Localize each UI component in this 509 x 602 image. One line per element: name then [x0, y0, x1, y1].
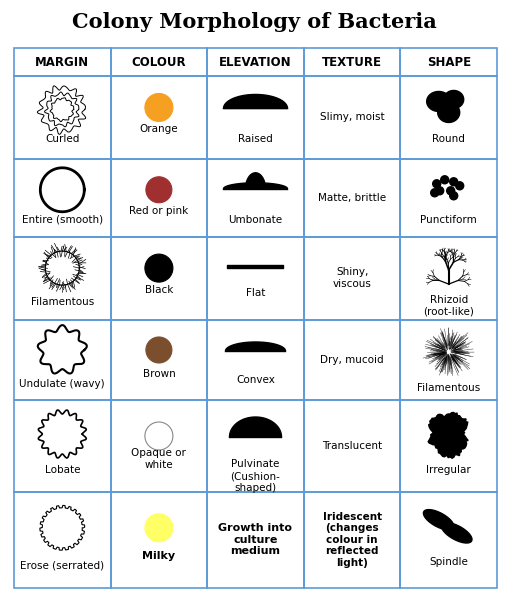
Bar — [110, 48, 207, 76]
Bar — [14, 76, 110, 159]
Circle shape — [441, 176, 449, 184]
Text: Matte, brittle: Matte, brittle — [318, 193, 386, 203]
Text: Raised: Raised — [238, 134, 273, 144]
Bar — [401, 320, 497, 400]
Polygon shape — [225, 342, 286, 351]
Text: COLOUR: COLOUR — [132, 55, 186, 69]
Text: Pulvinate
(Cushion-
shaped): Pulvinate (Cushion- shaped) — [231, 459, 280, 492]
Bar — [14, 48, 110, 76]
Text: Spindle: Spindle — [429, 557, 468, 567]
Text: Erose (serrated): Erose (serrated) — [20, 561, 104, 571]
Text: Iridescent
(changes
colour in
reflected
light): Iridescent (changes colour in reflected … — [323, 512, 382, 568]
Bar — [110, 400, 207, 492]
Bar — [110, 159, 207, 237]
Text: Flat: Flat — [246, 288, 265, 298]
Text: SHAPE: SHAPE — [427, 55, 471, 69]
Text: Dry, mucoid: Dry, mucoid — [320, 355, 384, 365]
Text: Round: Round — [432, 134, 465, 144]
Bar — [207, 159, 304, 237]
Text: Growth into
culture
medium: Growth into culture medium — [218, 523, 293, 556]
Circle shape — [145, 93, 173, 122]
Polygon shape — [223, 183, 288, 189]
Bar — [401, 159, 497, 237]
Text: Convex: Convex — [236, 375, 275, 385]
Text: Curled: Curled — [45, 134, 79, 144]
Text: ELEVATION: ELEVATION — [219, 55, 292, 69]
Text: Red or pink: Red or pink — [129, 206, 188, 216]
Text: Shiny,
viscous: Shiny, viscous — [333, 267, 372, 289]
Bar — [401, 492, 497, 588]
Bar — [207, 76, 304, 159]
Text: Rhizoid
(root-like): Rhizoid (root-like) — [423, 296, 474, 317]
Circle shape — [447, 187, 455, 195]
Bar — [401, 237, 497, 320]
Bar — [14, 320, 110, 400]
Bar — [110, 76, 207, 159]
Polygon shape — [423, 510, 454, 530]
Text: Filamentous: Filamentous — [31, 297, 94, 307]
Bar — [110, 492, 207, 588]
Bar — [304, 320, 401, 400]
Bar — [401, 48, 497, 76]
Bar — [401, 76, 497, 159]
Text: Black: Black — [145, 285, 173, 295]
Text: Undulate (wavy): Undulate (wavy) — [19, 379, 105, 389]
Circle shape — [433, 180, 441, 188]
Circle shape — [146, 337, 172, 363]
Bar — [207, 400, 304, 492]
Text: TEXTURE: TEXTURE — [322, 55, 382, 69]
Text: Punctiform: Punctiform — [420, 215, 477, 225]
Bar — [304, 492, 401, 588]
Text: Irregular: Irregular — [427, 465, 471, 475]
Text: Opaque or
white: Opaque or white — [131, 448, 186, 470]
Text: Milky: Milky — [143, 551, 176, 561]
Circle shape — [431, 189, 439, 197]
Polygon shape — [438, 102, 460, 122]
Text: Filamentous: Filamentous — [417, 383, 480, 393]
Circle shape — [449, 178, 458, 186]
Polygon shape — [230, 417, 281, 437]
Text: MARGIN: MARGIN — [35, 55, 90, 69]
Bar — [14, 400, 110, 492]
Bar — [207, 492, 304, 588]
Polygon shape — [427, 92, 450, 111]
Bar — [14, 159, 110, 237]
Text: Entire (smooth): Entire (smooth) — [22, 215, 103, 225]
Bar — [304, 400, 401, 492]
Text: Translucent: Translucent — [322, 441, 382, 451]
Bar — [110, 237, 207, 320]
Circle shape — [146, 177, 172, 203]
Text: Lobate: Lobate — [45, 465, 80, 475]
Text: Brown: Brown — [143, 369, 175, 379]
Bar — [304, 76, 401, 159]
Bar — [207, 48, 304, 76]
Bar — [207, 320, 304, 400]
Bar — [304, 237, 401, 320]
Bar — [304, 48, 401, 76]
Polygon shape — [428, 412, 468, 458]
Circle shape — [145, 514, 173, 542]
Polygon shape — [245, 173, 266, 189]
Polygon shape — [441, 523, 472, 543]
Circle shape — [449, 192, 458, 200]
Circle shape — [456, 182, 464, 190]
Bar — [304, 159, 401, 237]
Polygon shape — [444, 90, 464, 108]
Bar — [14, 237, 110, 320]
Bar — [401, 400, 497, 492]
Circle shape — [145, 254, 173, 282]
Bar — [14, 492, 110, 588]
Circle shape — [436, 187, 444, 195]
Bar — [110, 320, 207, 400]
Text: Colony Morphology of Bacteria: Colony Morphology of Bacteria — [72, 12, 436, 32]
Text: Umbonate: Umbonate — [229, 215, 282, 225]
Circle shape — [145, 422, 173, 450]
Text: Slimy, moist: Slimy, moist — [320, 113, 384, 122]
Text: Orange: Orange — [139, 125, 178, 134]
Polygon shape — [223, 95, 288, 108]
Bar — [207, 237, 304, 320]
